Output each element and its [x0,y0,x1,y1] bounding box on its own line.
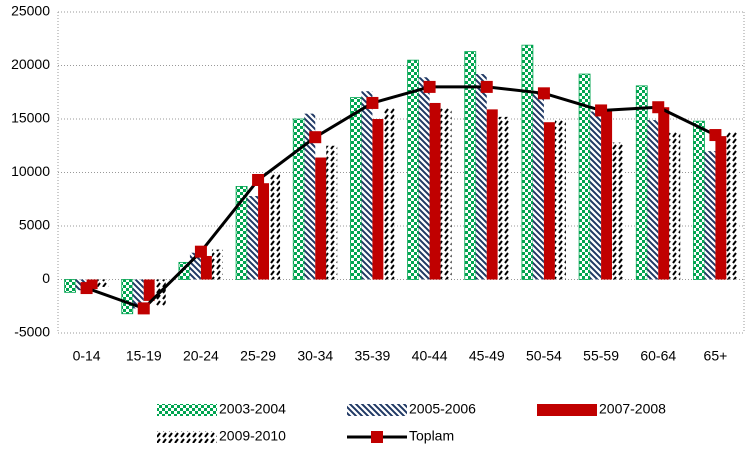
marker [709,129,722,142]
bar [521,44,534,280]
marker [537,87,550,100]
bar [715,136,727,280]
bar [326,145,338,280]
marker [595,104,608,117]
y-tick-label: 0 [42,270,50,286]
bar [475,74,487,280]
x-tick-label: 35-39 [355,348,391,364]
legend-swatch [157,431,217,443]
bar [658,107,670,280]
bar [350,97,362,280]
legend-swatch [157,404,217,416]
bar [383,108,395,280]
marker [194,245,207,258]
bar [304,113,316,280]
x-tick-label: 45-49 [469,348,505,364]
x-tick-label: 60-64 [640,348,676,364]
marker [252,173,265,186]
line [86,85,717,310]
y-tick-label: 15000 [11,110,50,126]
legend-label: 2005-2006 [409,401,476,417]
marker [80,282,93,295]
bar [97,279,109,287]
bar [429,102,441,280]
x-tick-label: 0-14 [73,348,101,364]
bar [726,131,738,280]
marker [137,302,150,315]
legend-label: Toplam [409,428,454,444]
bar [211,249,223,280]
bar [258,183,270,280]
y-tick-label: 5000 [19,217,50,233]
x-tick-label: 15-19 [126,348,162,364]
bar [612,142,624,280]
bar [440,108,452,280]
bar [143,279,155,301]
bar [189,252,201,280]
bar [247,196,259,280]
x-tick-label: 20-24 [183,348,219,364]
x-tick-label: 50-54 [526,348,562,364]
bar [543,122,555,280]
marker [652,101,665,114]
legend-swatch [347,404,407,416]
bar [554,119,566,280]
bar [372,119,384,280]
bar [200,255,212,280]
y-tick-label: 10000 [11,163,50,179]
bar [601,110,613,280]
bar [704,151,716,280]
legend-label: 2007-2008 [599,401,666,417]
bar [315,157,327,280]
marker [366,96,379,109]
bar [669,131,681,280]
bar [486,109,498,280]
marker [480,80,493,93]
bar [132,279,144,309]
marker [309,131,322,144]
y-tick-label: 20000 [11,56,50,72]
x-tick-label: 30-34 [297,348,333,364]
legend-label: 2003-2004 [219,401,286,417]
legend-marker [371,431,383,443]
bar [635,85,648,280]
bar [532,92,544,280]
bar [418,77,430,280]
bar [361,91,373,280]
y-tick-label: -5000 [14,324,50,340]
bar [121,279,134,315]
y-tick-label: 25000 [11,3,50,19]
bar [693,120,705,280]
bar [64,279,76,293]
bar [647,120,659,280]
bar [269,173,281,280]
bar [590,111,602,280]
x-tick-label: 55-59 [583,348,619,364]
legend-swatch [537,404,597,416]
x-tick-label: 25-29 [240,348,276,364]
marker [423,80,436,93]
x-tick-label: 65+ [704,348,728,364]
x-tick-label: 40-44 [412,348,448,364]
legend-label: 2009-2010 [219,428,286,444]
bar [497,116,509,280]
bar [292,118,305,280]
